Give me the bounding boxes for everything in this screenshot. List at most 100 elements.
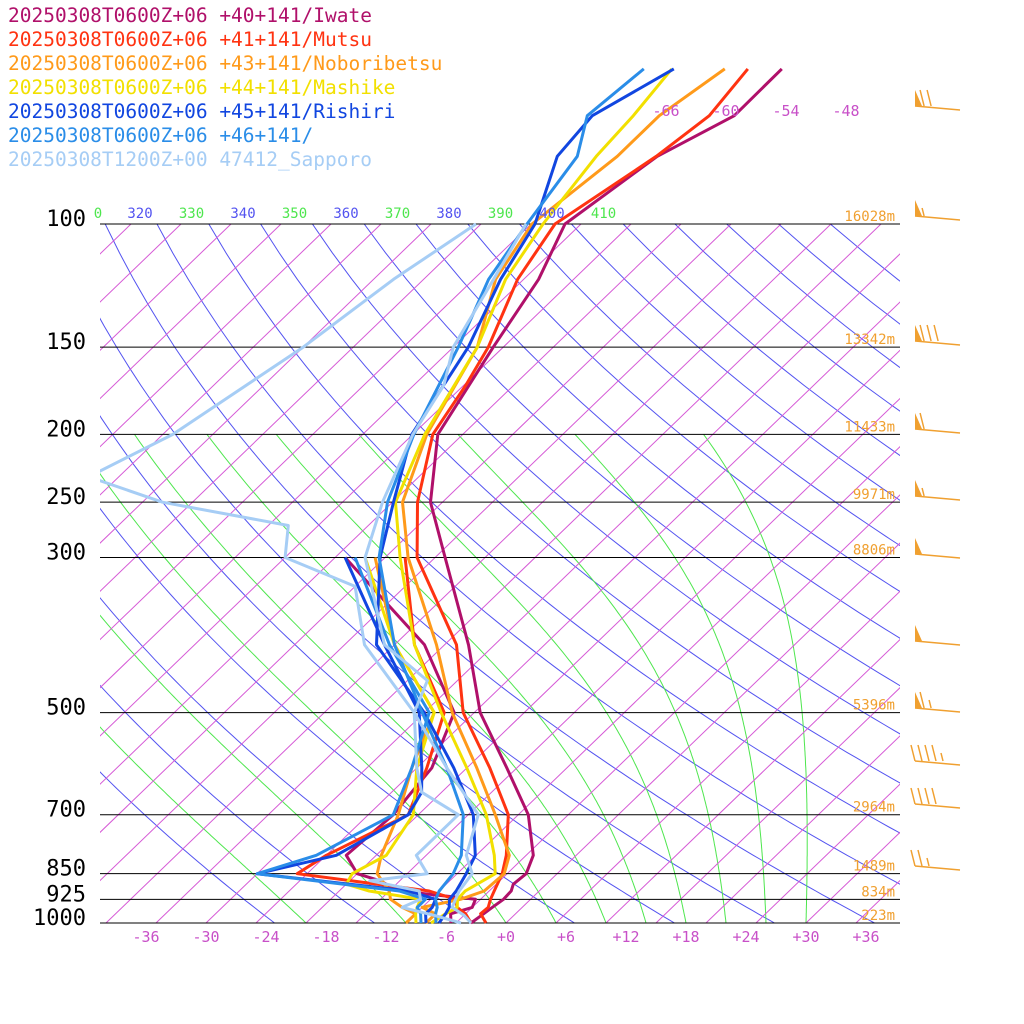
isotherm-line [555, 590, 900, 924]
theta-label: 340 [230, 206, 255, 222]
legend-entry: 20250308T0600Z+06 +46+141/ [8, 124, 314, 147]
wind-barb-flag [919, 324, 925, 342]
theta-label: 360 [333, 206, 358, 222]
isotherm-line [100, 224, 782, 882]
moist-adiabat-line [134, 434, 557, 924]
theta-label: 390 [488, 206, 513, 222]
temperature-tick-label: +6 [557, 928, 575, 946]
legend-entry: 20250308T0600Z+06 +41+141/Mutsu [8, 28, 372, 51]
upper-temperature-tick-label: -60 [712, 102, 739, 120]
isotherm-line [956, 224, 1024, 923]
wind-barb-half-flag [940, 752, 944, 762]
legend: 20250308T0600Z+06 +40+141/Iwate 20250308T… [8, 4, 442, 172]
wind-barb-staff [914, 707, 961, 713]
adiabat-lines [100, 224, 900, 924]
wind-barb-flag [926, 324, 932, 342]
isotherm-line [0, 224, 31, 923]
isotherm-line [100, 224, 582, 689]
legend-entry: 20250308T0600Z+06 +44+141/Mashike [8, 76, 396, 99]
wind-barb-half-flag [921, 487, 925, 497]
profile-temperature-line [375, 67, 675, 924]
theta-label: 0 [94, 206, 102, 222]
legend-entry: 20250308T0600Z+06 +40+141/Iwate [8, 4, 372, 27]
wind-barb-pennant [915, 90, 922, 106]
isotherm-line [305, 349, 900, 924]
isotherm-line [1006, 224, 1024, 923]
temperature-tick-label: +36 [852, 928, 879, 946]
legend-entry: 20250308T1200Z+00 47412_Sapporo [8, 148, 372, 171]
upper-temperature-tick-label: -66 [652, 102, 679, 120]
height-label: 13342m [844, 332, 895, 348]
dry-adiabat-line [100, 415, 675, 924]
dry-adiabat-line [829, 224, 900, 282]
moist-adiabat-line [100, 726, 307, 924]
temperature-tick-label: -18 [312, 928, 339, 946]
theta-label: 370 [385, 206, 410, 222]
upper-temperature-tick-label: -54 [772, 102, 799, 120]
isotherm-line [255, 301, 900, 924]
isotherm-line [755, 783, 900, 924]
isotherm-line [906, 224, 1024, 923]
wind-barb-flag [919, 89, 925, 107]
moist-adiabat-line [358, 434, 687, 924]
isotherm-line [705, 735, 900, 924]
theta-label: 410 [591, 206, 616, 222]
isobar-lines [100, 223, 900, 924]
wind-barb-staff [914, 495, 961, 501]
dry-adiabat-line [208, 224, 900, 834]
temperature-tick-label: -12 [372, 928, 399, 946]
isotherm-line [100, 224, 532, 641]
wind-barb-half-flag [926, 857, 930, 867]
legend-entry: 20250308T0600Z+06 +43+141/Noboribetsu [8, 52, 443, 75]
isotherm-line [105, 224, 832, 924]
wind-barb [914, 480, 961, 501]
wind-barb-pennant [915, 325, 922, 341]
wind-barb-flag [917, 787, 923, 805]
isotherm-line [100, 224, 482, 593]
wind-barb-pennant [915, 625, 922, 641]
isotherm-line [855, 879, 900, 924]
wind-barb [910, 787, 961, 809]
wind-barb-flag [917, 744, 923, 762]
pressure-label: 200 [46, 417, 86, 442]
wind-barb-pennant [915, 692, 922, 708]
wind-barb [910, 744, 961, 766]
wind-barb-half-flag [928, 699, 932, 709]
theta-label: 350 [282, 206, 307, 222]
isotherm-line [100, 224, 632, 737]
isotherm-line [205, 253, 900, 924]
wind-barb [914, 625, 961, 646]
dry-adiabat-line [726, 224, 900, 369]
pressure-label: 500 [46, 696, 86, 721]
pressure-label: 300 [46, 541, 86, 566]
height-label: 16028m [844, 209, 895, 225]
isotherm-line [605, 638, 900, 924]
isotherm-line [100, 224, 382, 496]
temperature-tick-label: +18 [672, 928, 699, 946]
height-label: 834m [861, 884, 895, 900]
wind-barb [914, 324, 961, 346]
height-label: 5396m [853, 698, 895, 714]
height-label: 11433m [844, 419, 895, 435]
wind-barb-flag [924, 787, 930, 805]
profile-dewpoint-line [343, 556, 477, 924]
wind-barb-flag [924, 744, 930, 762]
profile-dewpoint-line [295, 557, 473, 924]
dry-adiabat-line [156, 224, 900, 885]
profile-temperature-line [429, 67, 783, 925]
wind-barb-pennant [915, 413, 922, 429]
moist-adiabat-line [574, 434, 767, 924]
theta-label: 380 [436, 206, 461, 222]
wind-barb-staff [914, 105, 961, 111]
wind-barb-flag [919, 412, 925, 430]
profile-temperature-line [363, 223, 528, 925]
pressure-label: 250 [46, 485, 86, 510]
isotherm-line [505, 542, 900, 924]
wind-barb-flag [926, 89, 932, 107]
profile-dewpoint-line [255, 556, 437, 924]
temperature-tick-label: +0 [497, 928, 515, 946]
profile-dewpoint-line [255, 556, 431, 924]
wind-barb [914, 89, 961, 111]
theta-label: 330 [179, 206, 204, 222]
